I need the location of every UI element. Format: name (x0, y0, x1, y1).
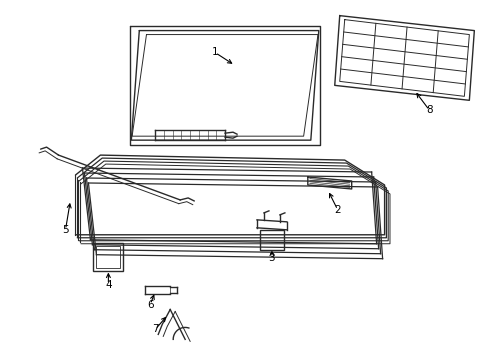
Text: 7: 7 (152, 324, 158, 334)
Text: 5: 5 (62, 225, 69, 235)
Text: 6: 6 (147, 300, 153, 310)
Bar (260, 230, 284, 250)
Bar (96, 246, 120, 268)
Text: 3: 3 (268, 253, 275, 263)
Text: 2: 2 (334, 205, 340, 215)
Text: 4: 4 (105, 280, 111, 289)
Text: 1: 1 (211, 48, 218, 58)
Bar (93, 243, 123, 271)
Text: 8: 8 (425, 105, 432, 115)
